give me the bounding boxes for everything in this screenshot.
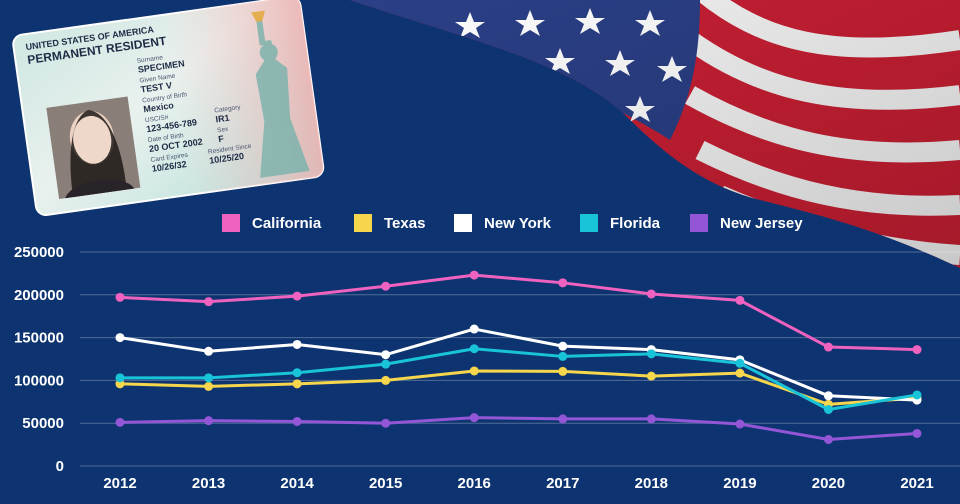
x-tick-label: 2017 xyxy=(546,475,579,492)
series-new-jersey xyxy=(115,413,922,444)
data-point-texas xyxy=(735,368,745,378)
legend-swatch-florida xyxy=(580,214,598,232)
data-point-florida xyxy=(381,359,391,369)
data-point-texas xyxy=(469,366,479,376)
x-tick-label: 2015 xyxy=(369,475,402,492)
data-point-california xyxy=(912,345,922,355)
data-point-texas xyxy=(558,366,568,376)
chart-legend: California Texas New York Florida New Je… xyxy=(222,214,803,232)
data-point-new-york xyxy=(381,350,391,360)
legend-swatch-new-york xyxy=(454,214,472,232)
green-card-image: UNITED STATES OF AMERICA PERMANENT RESID… xyxy=(12,0,325,216)
chart-axes: 0 50000 100000 150000 200000 250000 2012 2013 20… xyxy=(14,244,934,492)
data-point-new-jersey xyxy=(558,414,568,424)
x-tick-label: 2014 xyxy=(280,475,314,492)
x-tick-label: 2018 xyxy=(635,475,668,492)
y-tick-label: 0 xyxy=(56,458,64,475)
data-point-california xyxy=(469,270,479,280)
series-florida xyxy=(115,344,922,415)
data-point-california xyxy=(646,289,656,299)
x-tick-label: 2020 xyxy=(812,475,845,492)
legend-swatch-california xyxy=(222,214,240,232)
data-point-new-jersey xyxy=(381,418,391,428)
data-point-california xyxy=(292,291,302,301)
data-point-florida xyxy=(115,373,125,383)
data-point-new-york xyxy=(115,333,125,343)
data-point-new-york xyxy=(204,346,214,356)
series-new-york xyxy=(115,324,922,405)
x-tick-label: 2012 xyxy=(103,475,136,492)
card-sex: F xyxy=(218,133,225,144)
data-point-new-jersey xyxy=(912,428,922,438)
series-texas xyxy=(115,366,922,409)
card-country-birth: Mexico xyxy=(143,100,175,114)
chart-series xyxy=(115,270,922,444)
data-point-california xyxy=(204,297,214,307)
series-line-florida xyxy=(120,347,918,412)
y-tick-label: 150000 xyxy=(14,330,64,347)
data-point-florida xyxy=(558,351,568,361)
data-point-new-york xyxy=(558,341,568,351)
data-point-new-jersey xyxy=(115,417,125,427)
data-point-new-jersey xyxy=(292,416,302,426)
card-given: TEST V xyxy=(140,80,173,94)
data-point-florida xyxy=(292,368,302,378)
y-tick-label: 100000 xyxy=(14,372,64,389)
data-point-texas xyxy=(292,379,302,389)
x-tick-label: 2016 xyxy=(458,475,491,492)
y-tick-label: 200000 xyxy=(14,287,64,304)
legend-label-california: California xyxy=(252,215,322,232)
data-point-new-york xyxy=(292,339,302,349)
data-point-new-york xyxy=(823,391,833,401)
data-point-florida xyxy=(735,358,745,368)
data-point-new-jersey xyxy=(469,413,479,423)
data-point-new-jersey xyxy=(735,419,745,429)
y-tick-label: 250000 xyxy=(14,244,64,261)
legend-label-florida: Florida xyxy=(610,215,661,232)
x-tick-label: 2013 xyxy=(192,475,225,492)
series-line-new-york xyxy=(119,327,918,402)
data-point-florida xyxy=(204,373,214,383)
data-point-texas xyxy=(646,371,656,381)
legend-label-new-jersey: New Jersey xyxy=(720,215,803,232)
card-expires: 10/26/32 xyxy=(151,159,187,174)
data-point-texas xyxy=(204,381,214,391)
data-point-florida xyxy=(912,390,922,400)
data-point-florida xyxy=(823,405,833,415)
y-tick-label: 50000 xyxy=(22,415,64,432)
data-point-california xyxy=(381,281,391,291)
data-point-new-jersey xyxy=(204,416,214,426)
data-point-california xyxy=(115,292,125,302)
card-category: IR1 xyxy=(215,113,230,125)
card-category-label: Category xyxy=(214,104,242,115)
series-line-texas xyxy=(119,369,918,406)
data-point-california xyxy=(735,295,745,305)
data-point-california xyxy=(823,342,833,352)
card-sex-label: Sex xyxy=(217,126,230,135)
data-point-new-york xyxy=(469,324,479,334)
data-point-texas xyxy=(381,375,391,385)
series-california xyxy=(115,270,922,355)
x-tick-label: 2019 xyxy=(723,475,756,492)
x-tick-label: 2021 xyxy=(900,475,933,492)
data-point-florida xyxy=(469,344,479,354)
data-point-new-jersey xyxy=(823,434,833,444)
data-point-new-jersey xyxy=(646,414,656,424)
card-since: 10/25/20 xyxy=(209,151,245,166)
card-surname-label: Surname xyxy=(136,54,163,65)
legend-swatch-texas xyxy=(354,214,372,232)
chart-grid xyxy=(80,251,960,467)
legend-swatch-new-jersey xyxy=(690,214,708,232)
legend-label-new-york: New York xyxy=(484,215,552,232)
data-point-florida xyxy=(646,349,656,359)
card-uscis-label: USCIS# xyxy=(145,114,170,124)
series-line-new-jersey xyxy=(119,416,918,441)
data-point-california xyxy=(558,278,568,288)
legend-label-texas: Texas xyxy=(384,215,425,232)
statue-of-liberty-icon xyxy=(251,10,310,178)
series-line-california xyxy=(119,273,918,352)
